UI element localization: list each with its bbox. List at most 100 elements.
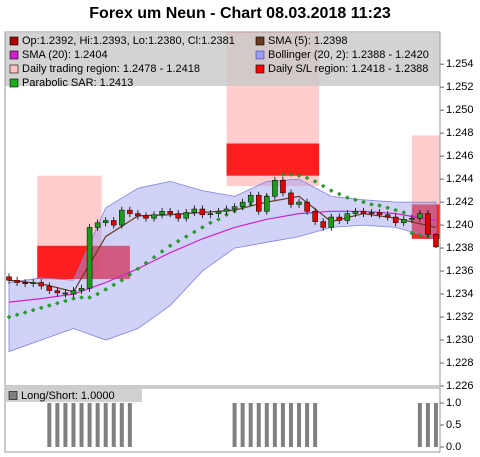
legend-label: SMA (5): 1.2398 bbox=[268, 35, 348, 47]
legend-label: Daily trading region: 1.2478 - 1.2418 bbox=[22, 63, 200, 75]
bar bbox=[95, 403, 100, 447]
candle-body bbox=[46, 285, 53, 291]
candle-body bbox=[360, 211, 367, 214]
legend-swatch bbox=[9, 64, 19, 74]
bar bbox=[111, 403, 116, 447]
sar-dot bbox=[361, 199, 366, 205]
legend-swatch bbox=[255, 64, 265, 74]
candle-body bbox=[336, 216, 343, 221]
candle-body bbox=[272, 180, 278, 197]
candle-body bbox=[417, 213, 423, 219]
candle-body bbox=[320, 221, 326, 228]
y-tick-label: 1.236 bbox=[446, 265, 474, 277]
candle-body bbox=[215, 211, 222, 214]
legend-swatch bbox=[255, 36, 265, 46]
sar-dot bbox=[393, 207, 398, 213]
sar-dot bbox=[401, 210, 407, 215]
sar-dot bbox=[151, 254, 157, 260]
sar-dot bbox=[22, 310, 28, 315]
candle-body bbox=[328, 216, 334, 228]
candle-body bbox=[143, 215, 149, 219]
chart-title: Forex um Neun - Chart 08.03.2018 11:23 bbox=[89, 5, 391, 22]
candle-body bbox=[368, 212, 375, 214]
sar-dot bbox=[345, 195, 350, 200]
candle-body bbox=[352, 211, 359, 214]
y-tick-label: 1.0 bbox=[446, 397, 461, 409]
bar bbox=[272, 403, 277, 447]
sar-dot bbox=[135, 266, 141, 272]
candle-body bbox=[111, 220, 117, 226]
sar-dot bbox=[208, 220, 213, 226]
legend-swatch bbox=[9, 78, 19, 88]
sar-dot bbox=[183, 234, 189, 239]
sar-dot bbox=[30, 307, 36, 313]
bar bbox=[103, 403, 108, 447]
sar-dot bbox=[63, 298, 68, 304]
overlay: 1.226 1.228 1.230 1.232 1.234 1.236 1.238 1.240… bbox=[5, 33, 474, 453]
candle-body bbox=[392, 216, 399, 224]
y-tick-label: 1.244 bbox=[446, 173, 474, 185]
candle-body bbox=[231, 206, 238, 210]
legend-box bbox=[6, 389, 142, 402]
sar-dot bbox=[288, 172, 294, 177]
legend-swatch bbox=[9, 50, 19, 60]
candle-body bbox=[30, 282, 36, 284]
y-tick-label: 0.5 bbox=[446, 419, 461, 431]
candle-body bbox=[191, 208, 198, 213]
candle-body bbox=[135, 213, 141, 217]
sar-dot bbox=[159, 249, 165, 254]
candle-body bbox=[296, 201, 302, 205]
candle-body bbox=[119, 209, 125, 226]
sar-dot bbox=[353, 197, 358, 203]
plot-frame bbox=[4, 31, 441, 387]
bar bbox=[425, 403, 430, 447]
legend-swatch bbox=[9, 36, 19, 46]
bar bbox=[240, 403, 245, 447]
candle-body bbox=[376, 212, 383, 215]
legend-swatch bbox=[8, 391, 18, 400]
bar bbox=[119, 403, 124, 447]
sar-dot bbox=[119, 277, 125, 283]
sar-dot bbox=[175, 238, 181, 244]
candle-body bbox=[344, 213, 351, 221]
bar bbox=[63, 403, 68, 447]
y-tick-label: 1.254 bbox=[446, 58, 474, 70]
bar bbox=[232, 403, 237, 447]
trading-region bbox=[411, 135, 440, 205]
candle-body bbox=[433, 234, 439, 248]
sar-dot bbox=[14, 312, 20, 318]
bar bbox=[55, 403, 60, 447]
y-tick-label: 1.252 bbox=[446, 81, 474, 93]
candle-body bbox=[167, 211, 173, 214]
candle-body bbox=[384, 214, 391, 218]
lower-plot bbox=[47, 403, 438, 447]
candle-body bbox=[239, 201, 246, 207]
candle-body bbox=[14, 280, 20, 283]
sar-dot bbox=[79, 295, 84, 300]
candle-body bbox=[102, 220, 109, 224]
candle-body bbox=[304, 201, 310, 212]
sar-dot bbox=[47, 303, 52, 308]
sar-dot bbox=[304, 175, 310, 181]
candle-body bbox=[127, 209, 133, 214]
candle-body bbox=[70, 290, 77, 295]
sar-dot bbox=[320, 183, 326, 189]
bar bbox=[297, 403, 302, 447]
candle-body bbox=[409, 217, 415, 220]
sar-dot bbox=[6, 314, 12, 320]
bar bbox=[433, 403, 438, 447]
candle-body bbox=[256, 194, 262, 212]
candle-body bbox=[312, 211, 318, 222]
y-tick-label: 1.246 bbox=[446, 150, 474, 162]
y-tick-label: 0.0 bbox=[446, 441, 461, 453]
sar-dot bbox=[385, 205, 390, 211]
candle-body bbox=[175, 213, 181, 219]
y-tick-label: 1.234 bbox=[446, 288, 474, 300]
y-tick-label: 1.248 bbox=[446, 127, 474, 139]
candle-body bbox=[223, 208, 230, 212]
bar bbox=[305, 403, 310, 447]
sar-dot bbox=[143, 260, 149, 266]
candle-body bbox=[94, 222, 101, 228]
candle-body bbox=[280, 180, 286, 194]
y-tick-label: 1.232 bbox=[446, 311, 474, 323]
